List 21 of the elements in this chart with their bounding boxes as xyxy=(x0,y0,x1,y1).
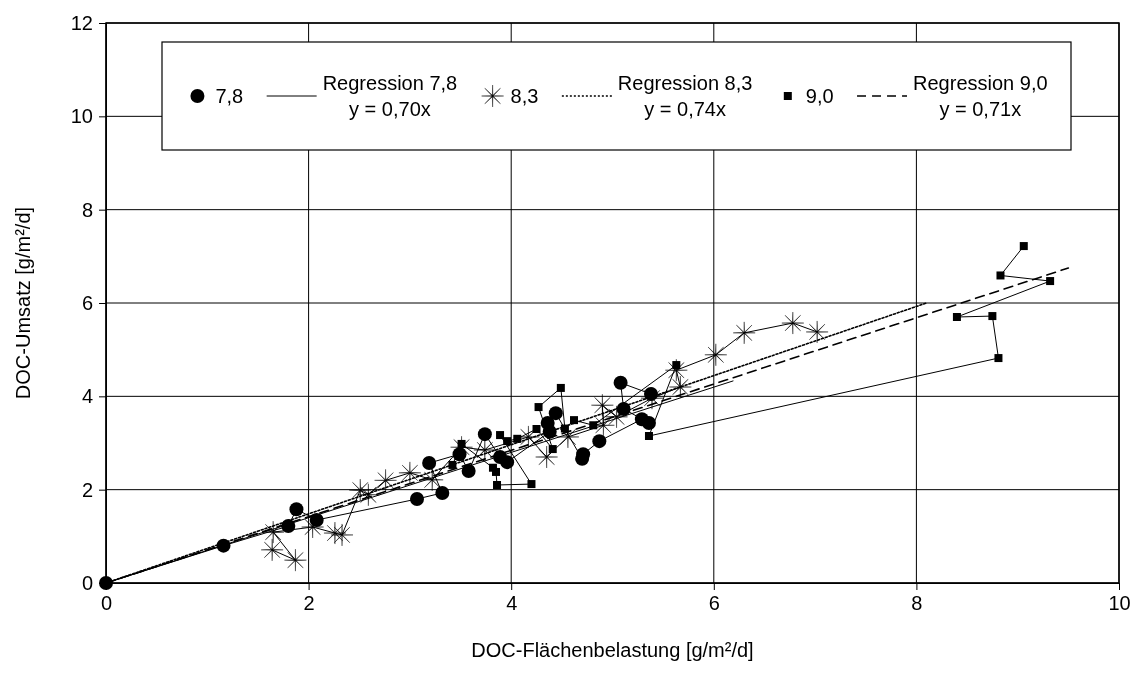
y-tick-label: 0 xyxy=(81,571,93,594)
legend-label: 7,8 xyxy=(215,85,244,107)
x-tick-label: 4 xyxy=(506,592,518,615)
y-tick-label: 12 xyxy=(70,11,93,34)
y-axis-title: DOC-Umsatz [g/m²/d] xyxy=(12,206,34,400)
legend-label: Regression 7,8 y = 0,70x xyxy=(322,72,458,120)
legend-label: Regression 8,3 y = 0,74x xyxy=(617,72,753,120)
legend-label: Regression 9,0 y = 0,71x xyxy=(913,72,1048,120)
y-tick-label: 6 xyxy=(81,291,93,314)
y-tick-label: 4 xyxy=(81,385,93,408)
legend-label: 8,3 xyxy=(510,85,539,107)
y-tick-label: 8 xyxy=(81,198,93,221)
x-tick-label: 6 xyxy=(708,592,720,615)
x-tick-label: 8 xyxy=(911,592,923,615)
x-tick-label: 2 xyxy=(303,592,315,615)
x-axis-title: DOC-Flächenbelastung [g/m²/d] xyxy=(471,639,754,661)
y-tick-label: 2 xyxy=(81,478,93,501)
y-tick-label: 10 xyxy=(70,105,93,128)
legend-label: 9,0 xyxy=(805,85,834,107)
x-tick-label: 10 xyxy=(1108,592,1131,615)
x-tick-label: 0 xyxy=(100,592,113,615)
